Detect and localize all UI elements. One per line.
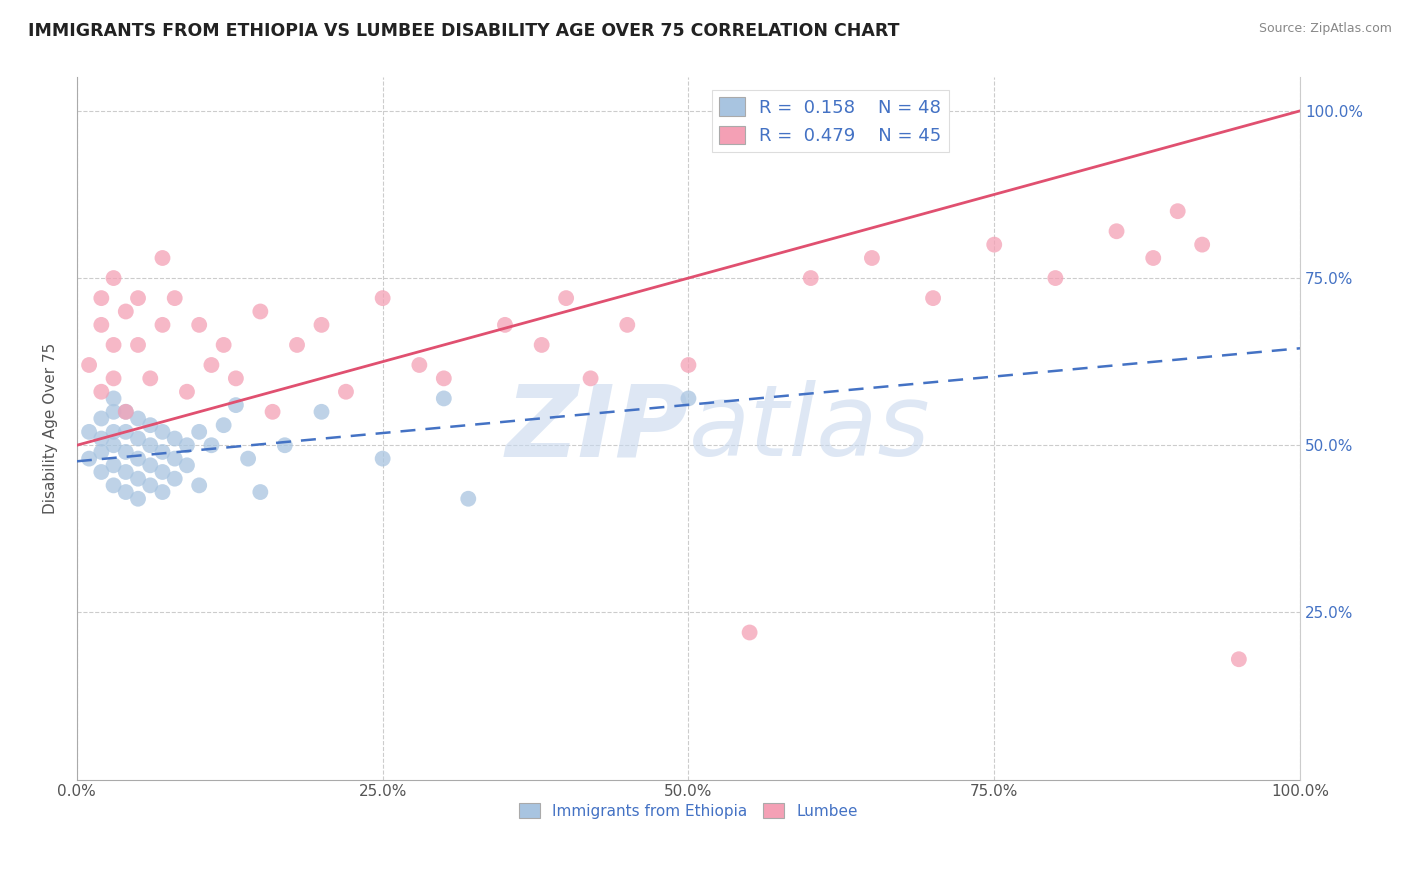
- Point: [127, 338, 149, 352]
- Point: [127, 411, 149, 425]
- Point: [163, 432, 186, 446]
- Point: [433, 392, 456, 406]
- Point: [90, 465, 112, 479]
- Text: IMMIGRANTS FROM ETHIOPIA VS LUMBEE DISABILITY AGE OVER 75 CORRELATION CHART: IMMIGRANTS FROM ETHIOPIA VS LUMBEE DISAB…: [28, 22, 900, 40]
- Point: [249, 485, 271, 500]
- Point: [103, 405, 125, 419]
- Point: [285, 338, 308, 352]
- Point: [188, 478, 211, 492]
- Point: [152, 251, 174, 265]
- Point: [103, 392, 125, 406]
- Point: [212, 418, 235, 433]
- Point: [800, 271, 823, 285]
- Point: [152, 465, 174, 479]
- Point: [738, 625, 761, 640]
- Point: [274, 438, 297, 452]
- Point: [200, 438, 222, 452]
- Point: [433, 371, 456, 385]
- Point: [127, 472, 149, 486]
- Point: [163, 472, 186, 486]
- Point: [90, 445, 112, 459]
- Point: [103, 478, 125, 492]
- Point: [1142, 251, 1164, 265]
- Y-axis label: Disability Age Over 75: Disability Age Over 75: [44, 343, 58, 514]
- Point: [152, 485, 174, 500]
- Point: [127, 291, 149, 305]
- Point: [579, 371, 602, 385]
- Point: [127, 491, 149, 506]
- Point: [983, 237, 1005, 252]
- Point: [494, 318, 516, 332]
- Point: [212, 338, 235, 352]
- Point: [103, 458, 125, 473]
- Point: [1105, 224, 1128, 238]
- Point: [176, 384, 198, 399]
- Point: [408, 358, 430, 372]
- Point: [139, 438, 162, 452]
- Point: [163, 451, 186, 466]
- Point: [371, 291, 394, 305]
- Point: [188, 318, 211, 332]
- Point: [1191, 237, 1213, 252]
- Point: [114, 304, 136, 318]
- Point: [457, 491, 479, 506]
- Point: [176, 438, 198, 452]
- Point: [77, 451, 100, 466]
- Point: [555, 291, 578, 305]
- Point: [127, 451, 149, 466]
- Point: [139, 458, 162, 473]
- Point: [188, 425, 211, 439]
- Point: [90, 384, 112, 399]
- Point: [678, 392, 700, 406]
- Point: [90, 291, 112, 305]
- Point: [139, 418, 162, 433]
- Point: [103, 438, 125, 452]
- Point: [114, 405, 136, 419]
- Point: [200, 358, 222, 372]
- Point: [77, 358, 100, 372]
- Point: [1167, 204, 1189, 219]
- Point: [225, 371, 247, 385]
- Point: [678, 358, 700, 372]
- Point: [249, 304, 271, 318]
- Legend: Immigrants from Ethiopia, Lumbee: Immigrants from Ethiopia, Lumbee: [513, 797, 865, 824]
- Point: [236, 451, 259, 466]
- Point: [114, 425, 136, 439]
- Point: [616, 318, 638, 332]
- Point: [114, 485, 136, 500]
- Text: Source: ZipAtlas.com: Source: ZipAtlas.com: [1258, 22, 1392, 36]
- Point: [103, 338, 125, 352]
- Point: [371, 451, 394, 466]
- Point: [311, 318, 333, 332]
- Text: ZIP: ZIP: [505, 380, 689, 477]
- Point: [152, 425, 174, 439]
- Point: [262, 405, 284, 419]
- Point: [225, 398, 247, 412]
- Point: [103, 371, 125, 385]
- Point: [77, 425, 100, 439]
- Point: [152, 445, 174, 459]
- Point: [127, 432, 149, 446]
- Point: [1045, 271, 1067, 285]
- Point: [103, 271, 125, 285]
- Point: [139, 371, 162, 385]
- Point: [922, 291, 945, 305]
- Point: [311, 405, 333, 419]
- Point: [152, 318, 174, 332]
- Point: [860, 251, 883, 265]
- Point: [114, 445, 136, 459]
- Point: [114, 405, 136, 419]
- Point: [103, 425, 125, 439]
- Text: atlas: atlas: [689, 380, 931, 477]
- Point: [139, 478, 162, 492]
- Point: [90, 432, 112, 446]
- Point: [163, 291, 186, 305]
- Point: [114, 465, 136, 479]
- Point: [1227, 652, 1250, 666]
- Point: [176, 458, 198, 473]
- Point: [90, 318, 112, 332]
- Point: [335, 384, 357, 399]
- Point: [90, 411, 112, 425]
- Point: [530, 338, 553, 352]
